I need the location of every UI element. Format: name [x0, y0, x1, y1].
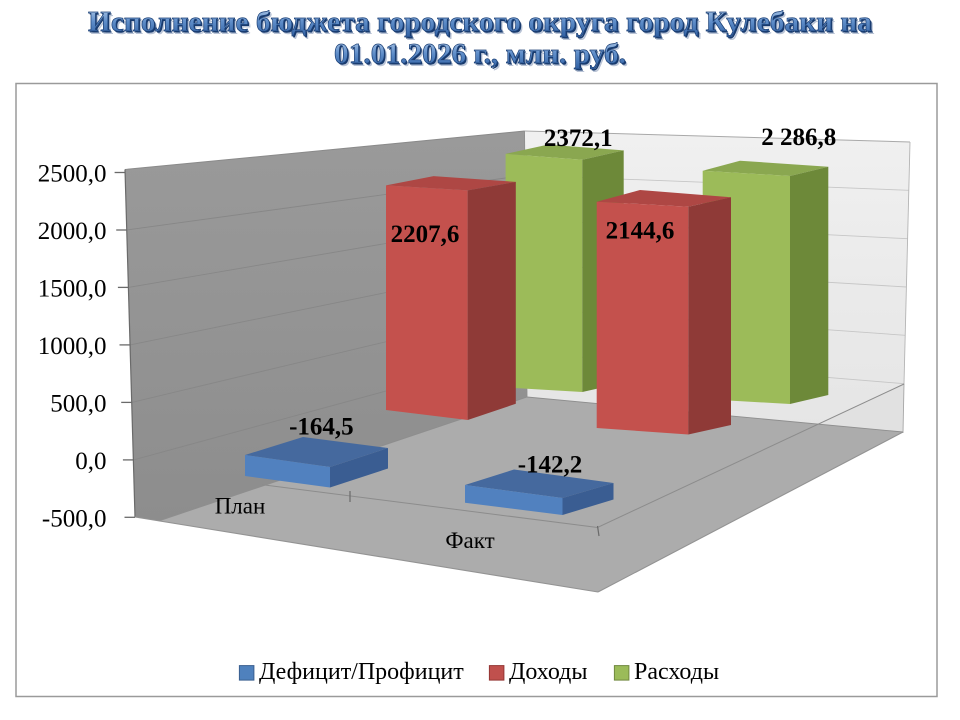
- svg-text:Исполнение бюджета городского: Исполнение бюджета городского округа гор…: [91, 9, 875, 41]
- svg-text:Исполнение бюджета городского: Исполнение бюджета городского округа гор…: [88, 6, 872, 38]
- svg-text:1500,0: 1500,0: [38, 275, 107, 302]
- svg-text:2000,0: 2000,0: [38, 218, 107, 245]
- svg-text:План: План: [215, 493, 266, 518]
- svg-text:Исполнение бюджета городского: Исполнение бюджета городского округа гор…: [89, 8, 873, 40]
- svg-text:Факт: Факт: [445, 528, 494, 553]
- svg-text:1000,0: 1000,0: [38, 333, 107, 360]
- svg-text:500,0: 500,0: [50, 390, 106, 417]
- svg-text:2207,6: 2207,6: [391, 221, 460, 248]
- svg-text:01.01.2026 г., млн. руб.: 01.01.2026 г., млн. руб.: [334, 38, 626, 70]
- svg-text:2372,1: 2372,1: [544, 125, 613, 152]
- svg-text:-500,0: -500,0: [42, 505, 107, 532]
- svg-text:Дефицит/Профицит: Дефицит/Профицит: [259, 659, 464, 685]
- svg-text:0,0: 0,0: [75, 448, 106, 475]
- svg-text:Расходы: Расходы: [634, 659, 719, 685]
- svg-text:01.01.2026 г., млн. руб.: 01.01.2026 г., млн. руб.: [335, 40, 627, 72]
- svg-text:-164,5: -164,5: [289, 414, 354, 441]
- svg-text:2500,0: 2500,0: [38, 161, 107, 188]
- svg-text:Доходы: Доходы: [509, 659, 588, 685]
- svg-text:2144,6: 2144,6: [606, 218, 675, 245]
- svg-text:01.01.2026 г., млн. руб.: 01.01.2026 г., млн. руб.: [337, 41, 629, 73]
- svg-text:-142,2: -142,2: [518, 452, 583, 479]
- svg-text:2 286,8: 2 286,8: [761, 124, 836, 151]
